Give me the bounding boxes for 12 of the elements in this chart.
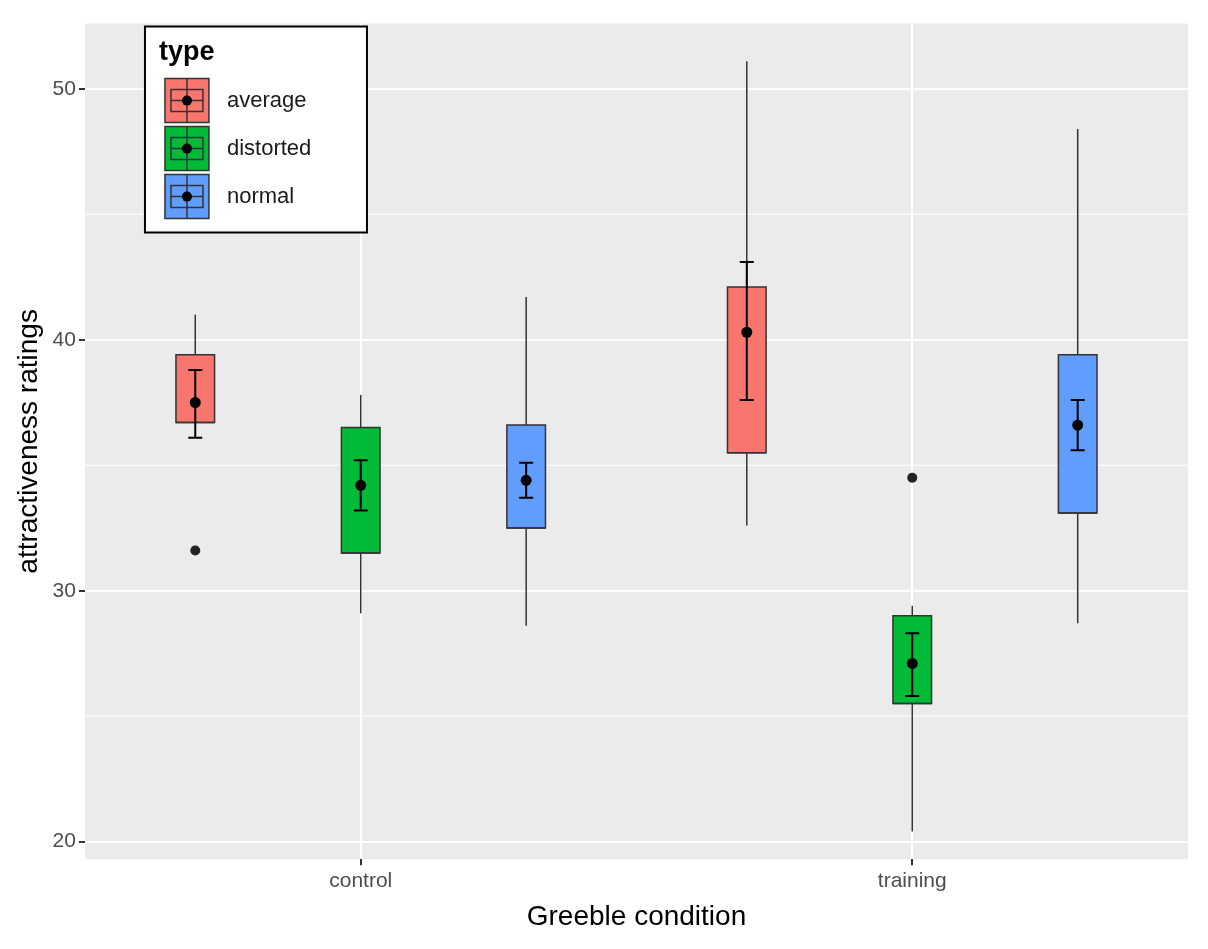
legend-label: distorted [226, 134, 312, 160]
y-axis-title: attractiveness ratings [11, 309, 43, 574]
legend-label: average [226, 86, 307, 112]
y-tick-label: 20 [52, 828, 76, 852]
x-axis-title: Greeble condition [526, 899, 747, 931]
legend-title: type [158, 36, 215, 67]
x-tick-label: training [877, 867, 947, 891]
y-tick-label: 40 [52, 326, 76, 350]
legend-label: normal [226, 182, 295, 208]
x-tick-label: control [329, 867, 393, 891]
y-tick-label: 30 [52, 577, 76, 601]
y-tick-label: 50 [52, 75, 76, 99]
